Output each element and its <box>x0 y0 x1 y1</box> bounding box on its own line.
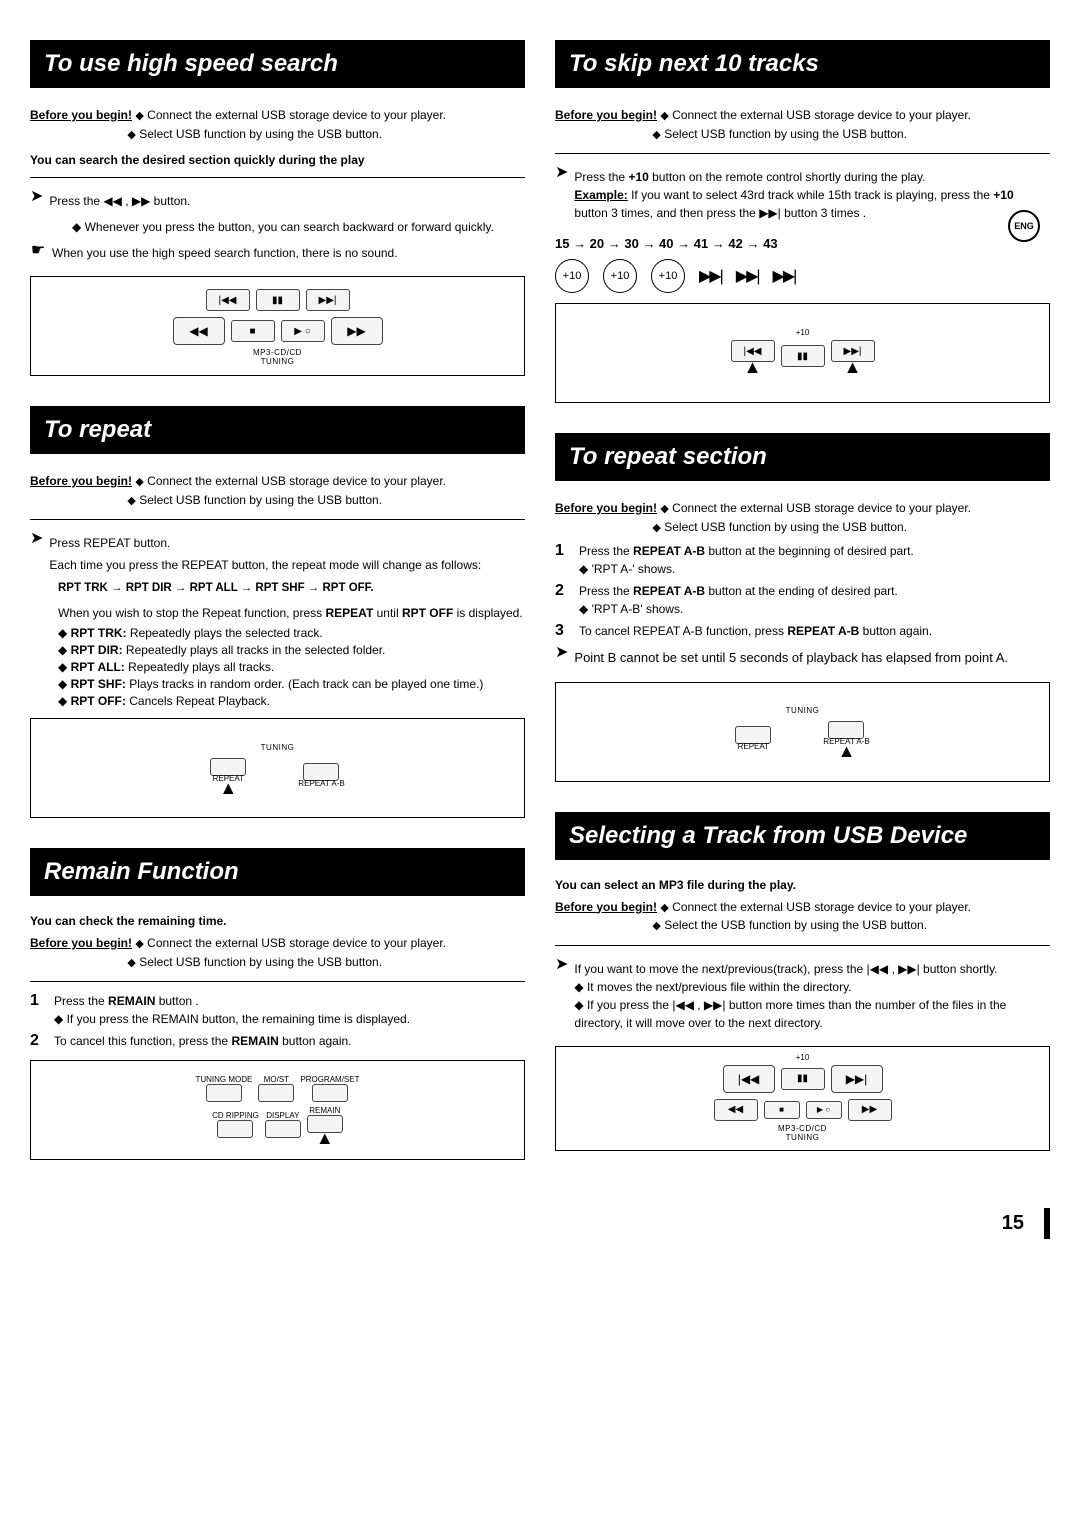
divider <box>555 945 1050 946</box>
section-select-track: Selecting a Track from USB Device You ca… <box>555 812 1050 1155</box>
note-icon: ☛ <box>30 240 46 260</box>
skip-fwd-icon: ▶▶| <box>773 266 796 286</box>
before-you-begin: Before you begin! ◆ Connect the external… <box>30 934 525 971</box>
section-high-speed-search: To use high speed search Before you begi… <box>30 40 525 380</box>
instruction: ➤ If you want to move the next/previous(… <box>555 956 1050 1036</box>
step-2: 2 Press the REPEAT A-B button at the end… <box>555 582 1050 618</box>
section-title: To use high speed search <box>30 40 525 88</box>
section-repeat-ab: To repeat section Before you begin! ◆ Co… <box>555 433 1050 786</box>
sub-note: ◆ Whenever you press the button, you can… <box>72 218 525 236</box>
mode-sequence: RPT TRK → RPT DIR → RPT ALL → RPT SHF → … <box>58 582 525 594</box>
section-title: To repeat section <box>555 433 1050 481</box>
remote-illustration: |◀◀▮▮▶▶| ◀◀■▶ ○▶▶ MP3-CD/CD TUNING <box>30 276 525 376</box>
note-text: When you use the high speed search funct… <box>52 244 398 262</box>
note-text: Point B cannot be set until 5 seconds of… <box>574 648 1008 668</box>
desc: Each time you press the REPEAT button, t… <box>49 556 481 574</box>
section-title: To skip next 10 tracks <box>555 40 1050 88</box>
step-3: 3 To cancel REPEAT A-B function, press R… <box>555 622 1050 640</box>
track-sequence: 15 → 20 → 30 → 40 → 41 → 42 → 43 <box>555 236 1050 251</box>
page-footer: 15 <box>30 1208 1050 1239</box>
arrow-icon: ➤ <box>555 165 568 181</box>
remote-illustration: +10 |◀◀▲ ▮▮ ▶▶|▲ <box>555 303 1050 403</box>
plus10-button: +10 <box>603 259 637 293</box>
section-title: Remain Function <box>30 848 525 896</box>
plus10-row: +10 +10 +10 ▶▶| ▶▶| ▶▶| <box>555 259 1050 293</box>
before-you-begin: Before you begin! ◆ Connect the external… <box>555 106 1050 143</box>
bold-intro: You can search the desired section quick… <box>30 153 525 167</box>
before-label: Before you begin! <box>30 108 132 122</box>
plus10-button: +10 <box>555 259 589 293</box>
section-remain-function: Remain Function You can check the remain… <box>30 848 525 1164</box>
instruction: ➤ Press the +10 button on the remote con… <box>555 164 1050 226</box>
stop-note: When you wish to stop the Repeat functio… <box>58 604 525 622</box>
mp3-cd-label: MP3-CD/CD <box>253 348 302 357</box>
section-skip-10: To skip next 10 tracks Before you begin!… <box>555 40 1050 407</box>
instruction: ➤ Press the ◀◀ , ▶▶ button. <box>30 188 525 214</box>
divider <box>30 981 525 982</box>
section-title: To repeat <box>30 406 525 454</box>
section-to-repeat: To repeat Before you begin! ◆ Connect th… <box>30 406 525 822</box>
page-edge-bar <box>1044 1208 1050 1239</box>
section-title: Selecting a Track from USB Device <box>555 812 1050 860</box>
remote-illustration: TUNING REPEAT▲ REPEAT A-B <box>30 718 525 818</box>
before-text: Select USB function by using the USB but… <box>139 127 382 141</box>
arrow-icon: ➤ <box>555 645 568 661</box>
step-1: 1 Press the REPEAT A-B button at the beg… <box>555 542 1050 578</box>
plus10-button: +10 <box>651 259 685 293</box>
remote-illustration: +10 |◀◀▮▮▶▶| ◀◀■▶ ○▶▶ MP3-CD/CD TUNING <box>555 1046 1050 1151</box>
arrow-icon: ➤ <box>30 189 43 205</box>
bold-intro: You can check the remaining time. <box>30 914 525 928</box>
bold-intro: You can select an MP3 file during the pl… <box>555 878 1050 892</box>
tuning-label: TUNING <box>261 357 295 366</box>
before-you-begin: Before you begin! ◆ Connect the external… <box>555 499 1050 536</box>
skip-fwd-icon: ▶▶| <box>699 266 722 286</box>
remote-illustration: TUNING MODE MO/ST PROGRAM/SET CD RIPPING… <box>30 1060 525 1160</box>
divider <box>30 177 525 178</box>
before-you-begin: Before you begin! ◆ Connect the external… <box>30 106 525 143</box>
arrow-icon: ➤ <box>30 531 43 547</box>
divider <box>555 153 1050 154</box>
skip-fwd-icon: ▶▶| <box>736 266 759 286</box>
press-line: Press REPEAT button. <box>49 534 481 552</box>
step-2: 2 To cancel this function, press the REM… <box>30 1032 525 1050</box>
before-you-begin: Before you begin! ◆ Connect the external… <box>30 472 525 509</box>
arrow-icon: ➤ <box>555 957 568 973</box>
note: ☛ When you use the high speed search fun… <box>30 240 525 266</box>
before-you-begin: Before you begin! ◆ Connect the external… <box>555 898 1050 935</box>
remote-illustration: TUNING REPEAT REPEAT A-B▲ <box>555 682 1050 782</box>
instruction: ➤ Press REPEAT button. Each time you pre… <box>30 530 525 578</box>
note: ➤ Point B cannot be set until 5 seconds … <box>555 644 1050 672</box>
page-number: 15 <box>1002 1208 1036 1239</box>
press-line: Press the ◀◀ , ▶▶ button. <box>49 192 190 210</box>
repeat-modes-list: ◆ RPT TRK: Repeatedly plays the selected… <box>58 626 525 708</box>
before-text: Connect the external USB storage device … <box>147 108 446 122</box>
language-badge: ENG <box>1008 210 1040 242</box>
divider <box>30 519 525 520</box>
step-1: 1 Press the REMAIN button . ◆ If you pre… <box>30 992 525 1028</box>
